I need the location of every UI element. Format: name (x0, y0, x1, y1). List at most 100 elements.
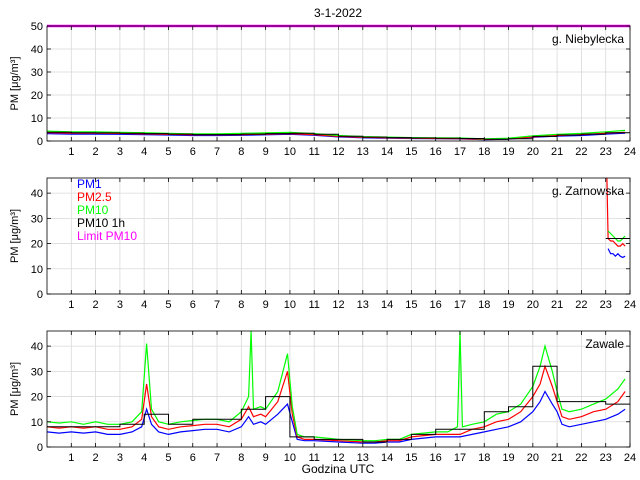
legend-entry: PM2.5 (77, 190, 112, 204)
x-tick-label: 14 (381, 146, 393, 158)
y-tick-label: 50 (31, 21, 43, 33)
series-pm10-1h (47, 365, 630, 443)
chart-panel-3: 1 2 3 4 5 6 7 8 9 10 11 12 13 14 15 16 17 18 19 20 21 22 23 240… (9, 330, 636, 464)
x-tick-label: 12 (332, 452, 344, 464)
x-tick-label: 12 (332, 299, 344, 311)
x-tick-label: 13 (357, 299, 369, 311)
x-tick-label: 6 (190, 299, 196, 311)
x-tick-label: 1 (68, 299, 74, 311)
x-tick-label: 19 (502, 452, 514, 464)
x-tick-label: 3 (117, 299, 123, 311)
x-tick-label: 9 (263, 299, 269, 311)
x-tick-label: 23 (600, 452, 612, 464)
y-tick-label: 20 (31, 392, 43, 404)
x-tick-label: 19 (502, 146, 514, 158)
x-tick-label: 11 (308, 452, 319, 464)
x-tick-label: 18 (478, 299, 490, 311)
x-tick-label: 21 (551, 299, 563, 311)
y-axis-label: PM [μg/m³] (9, 362, 21, 416)
y-tick-label: 30 (31, 67, 43, 79)
x-tick-label: 5 (165, 452, 171, 464)
y-tick-label: 40 (31, 341, 43, 353)
series-pm2-5 (606, 178, 626, 247)
x-tick-label: 14 (381, 299, 393, 311)
series-group (605, 178, 630, 259)
x-tick-label: 11 (308, 146, 319, 158)
x-tick-label: 9 (263, 146, 269, 158)
x-tick-label: 16 (430, 146, 442, 158)
x-tick-label: 20 (527, 452, 539, 464)
x-tick-label: 7 (214, 299, 220, 311)
x-tick-label: 20 (527, 146, 539, 158)
chart-panel-1: 1 2 3 4 5 6 7 8 9 10 11 12 13 14 15 16 17 18 19 20 21 22 23 240… (9, 21, 636, 158)
figure-title: 3-1-2022 (314, 6, 362, 20)
x-tick-label: 15 (405, 299, 417, 311)
y-tick-label: 0 (37, 136, 43, 148)
x-tick-label: 7 (214, 452, 220, 464)
y-tick-label: 40 (31, 44, 43, 56)
x-tick-label: 5 (165, 299, 171, 311)
x-tick-label: 7 (214, 146, 220, 158)
series-pm10 (607, 230, 626, 242)
x-tick-label: 10 (284, 452, 296, 464)
x-tick-label: 8 (238, 452, 244, 464)
x-tick-label: 22 (575, 146, 587, 158)
x-tick-label: 2 (93, 146, 99, 158)
x-tick-label: 17 (454, 299, 466, 311)
x-tick-label: 24 (624, 146, 636, 158)
x-tick-label: 24 (624, 299, 636, 311)
x-tick-label: 4 (141, 146, 147, 158)
x-tick-label: 2 (93, 452, 99, 464)
x-tick-label: 14 (381, 452, 393, 464)
x-tick-label: 13 (357, 452, 369, 464)
x-tick-label: 4 (141, 452, 147, 464)
x-tick-label: 6 (190, 452, 196, 464)
x-tick-label: 10 (284, 146, 296, 158)
series-group (47, 331, 630, 444)
x-tick-label: 6 (190, 146, 196, 158)
x-tick-label: 23 (600, 299, 612, 311)
station-label: g. Zarnowska (552, 184, 624, 198)
x-tick-label: 13 (357, 146, 369, 158)
chart-panel-2: 1 2 3 4 5 6 7 8 9 10 11 12 13 14 15 16 17 18 19 20 21 22 23 240… (9, 177, 636, 311)
x-tick-label: 22 (575, 299, 587, 311)
x-tick-label: 15 (405, 146, 417, 158)
y-tick-label: 0 (37, 289, 43, 301)
legend-entry: PM10 1h (77, 216, 125, 230)
y-tick-label: 30 (31, 213, 43, 225)
y-tick-label: 10 (31, 264, 43, 276)
y-tick-label: 0 (37, 442, 43, 454)
series-pm1 (607, 248, 626, 259)
x-tick-label: 8 (238, 299, 244, 311)
x-tick-label: 11 (308, 299, 319, 311)
y-tick-label: 30 (31, 366, 43, 378)
x-tick-label: 2 (93, 299, 99, 311)
station-label: Zawale (585, 337, 624, 351)
x-tick-label: 17 (454, 452, 466, 464)
y-axis-label: PM [μg/m³] (9, 209, 21, 263)
x-tick-label: 5 (165, 146, 171, 158)
x-tick-label: 8 (238, 146, 244, 158)
y-tick-label: 40 (31, 188, 43, 200)
x-tick-label: 12 (332, 146, 344, 158)
legend-entry: PM1 (77, 177, 102, 191)
legend-entry: Limit PM10 (77, 229, 137, 243)
panels-group: 1 2 3 4 5 6 7 8 9 10 11 12 13 14 15 16 17 18 19 20 21 22 23 240… (9, 21, 636, 464)
x-tick-label: 16 (430, 452, 442, 464)
y-tick-label: 10 (31, 113, 43, 125)
x-tick-label: 22 (575, 452, 587, 464)
x-tick-label: 21 (551, 146, 563, 158)
x-tick-label: 24 (624, 452, 636, 464)
x-tick-label: 15 (405, 452, 417, 464)
x-tick-label: 1 (68, 452, 74, 464)
x-tick-label: 18 (478, 146, 490, 158)
y-tick-label: 20 (31, 90, 43, 102)
y-axis-label: PM [μg/m³] (9, 56, 21, 110)
x-tick-label: 16 (430, 299, 442, 311)
x-tick-label: 10 (284, 299, 296, 311)
y-tick-label: 10 (31, 417, 43, 429)
series-pm1 (47, 390, 626, 444)
x-tick-label: 23 (600, 146, 612, 158)
